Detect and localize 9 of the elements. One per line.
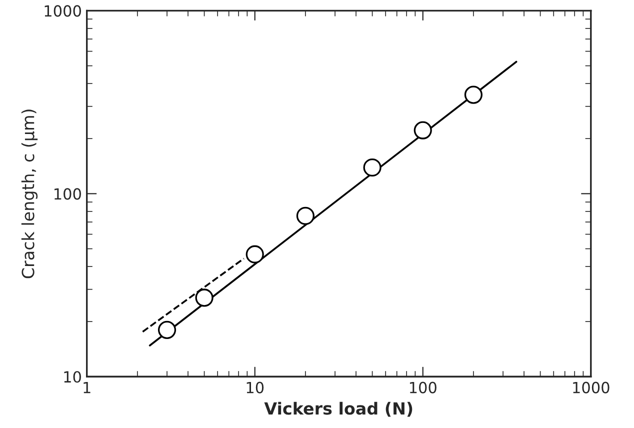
x-tick-label: 100 [410, 382, 436, 394]
x-tick-label: 10 [246, 382, 264, 394]
x-tick-label: 1000 [573, 382, 610, 394]
x-tick-label: 1 [84, 382, 90, 394]
y-tick-label: 10 [64, 371, 81, 383]
x-axis-title: Vickers load (N) [264, 402, 412, 417]
y-tick-label: 100 [54, 188, 81, 200]
y-axis-title: Crack length, c (μm) [21, 110, 38, 278]
y-tick-label: 1000 [44, 5, 81, 17]
